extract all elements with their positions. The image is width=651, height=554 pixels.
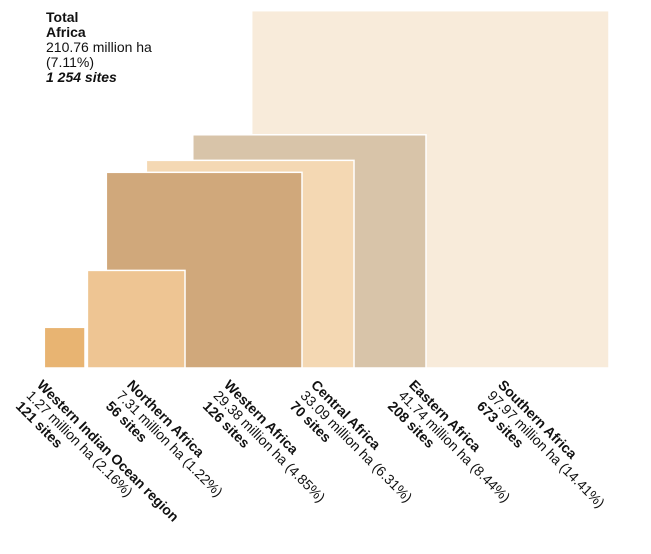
total-region: Africa — [46, 24, 86, 40]
total-area: 210.76 million ha — [46, 39, 152, 55]
total-share: (7.11%) — [46, 54, 94, 70]
square-northern-africa — [86, 269, 186, 369]
total-title: Total — [46, 9, 79, 25]
labels-layer: Western Indian Ocean region1.27 million … — [13, 377, 619, 525]
squares-layer — [43, 9, 610, 369]
total-summary: Total Africa 210.76 million ha (7.11%) 1… — [46, 10, 152, 85]
region-name: Western Indian Ocean region — [34, 377, 182, 525]
total-sites: 1 254 sites — [46, 69, 117, 85]
label-southern-africa: Southern Africa97.97 million ha (14.41%)… — [474, 377, 619, 522]
square-western-indian-ocean-region — [43, 326, 86, 369]
